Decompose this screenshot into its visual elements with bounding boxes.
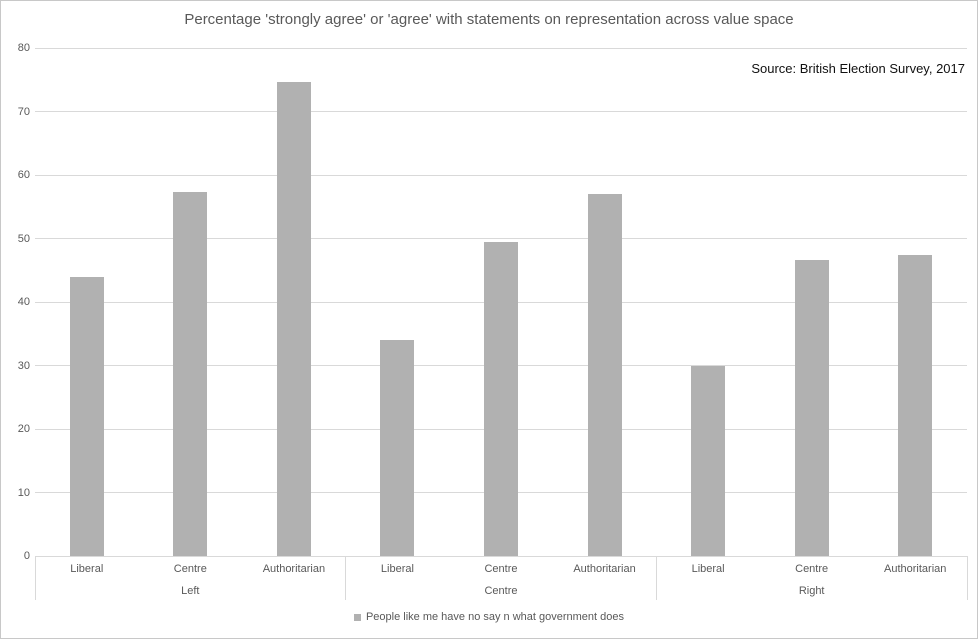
x-axis-category-label: Centre <box>795 563 829 575</box>
bar <box>484 242 518 556</box>
x-axis-category-label: Authoritarian <box>884 563 947 575</box>
bar <box>898 255 933 556</box>
bar <box>794 260 829 556</box>
chart-title: Percentage 'strongly agree' or 'agree' w… <box>184 11 794 28</box>
y-axis-tick-label: 10 <box>17 486 30 499</box>
gridline <box>35 238 967 239</box>
bar <box>69 276 104 556</box>
y-axis-tick-label: 20 <box>17 423 30 435</box>
x-axis-group-label: Left <box>181 585 200 597</box>
axis-group-divider <box>655 556 657 600</box>
x-axis-group-label: Right <box>798 585 825 597</box>
x-axis-category-label: Centre <box>484 563 518 575</box>
x-axis-category-label: Authoritarian <box>262 563 326 575</box>
y-axis-tick-label: 30 <box>17 359 30 372</box>
x-axis-category-label: Liberal <box>380 563 414 575</box>
x-axis-category-label: Centre <box>173 563 207 575</box>
bar <box>587 194 622 556</box>
axis-group-divider <box>34 556 36 600</box>
x-axis-group-label: Centre <box>484 585 518 597</box>
x-axis-line <box>35 556 967 557</box>
x-axis-category-label: Liberal <box>70 563 104 575</box>
gridline <box>35 47 967 49</box>
source-annotation: Source: British Election Survey, 2017 <box>751 61 965 76</box>
y-axis-tick-label: 0 <box>23 550 30 562</box>
bar <box>691 365 726 556</box>
legend: People like me have no say n what govern… <box>1 611 977 623</box>
legend-marker-icon <box>353 613 361 621</box>
gridline <box>35 174 967 176</box>
y-axis-tick-label: 70 <box>17 105 30 118</box>
bar <box>173 192 208 556</box>
bar <box>276 81 311 556</box>
x-axis-category-label: Liberal <box>691 563 725 575</box>
bar <box>380 340 415 556</box>
y-axis-tick-label: 50 <box>17 232 30 245</box>
x-axis-category-label: Authoritarian <box>573 563 636 575</box>
y-axis-tick-label: 40 <box>17 296 30 308</box>
legend-series-label: People like me have no say n what govern… <box>365 611 625 623</box>
y-axis-tick-label: 60 <box>17 169 30 181</box>
y-axis-tick-label: 80 <box>17 42 30 54</box>
axis-group-divider <box>345 556 347 600</box>
axis-group-divider <box>966 556 968 600</box>
gridline <box>35 111 967 112</box>
